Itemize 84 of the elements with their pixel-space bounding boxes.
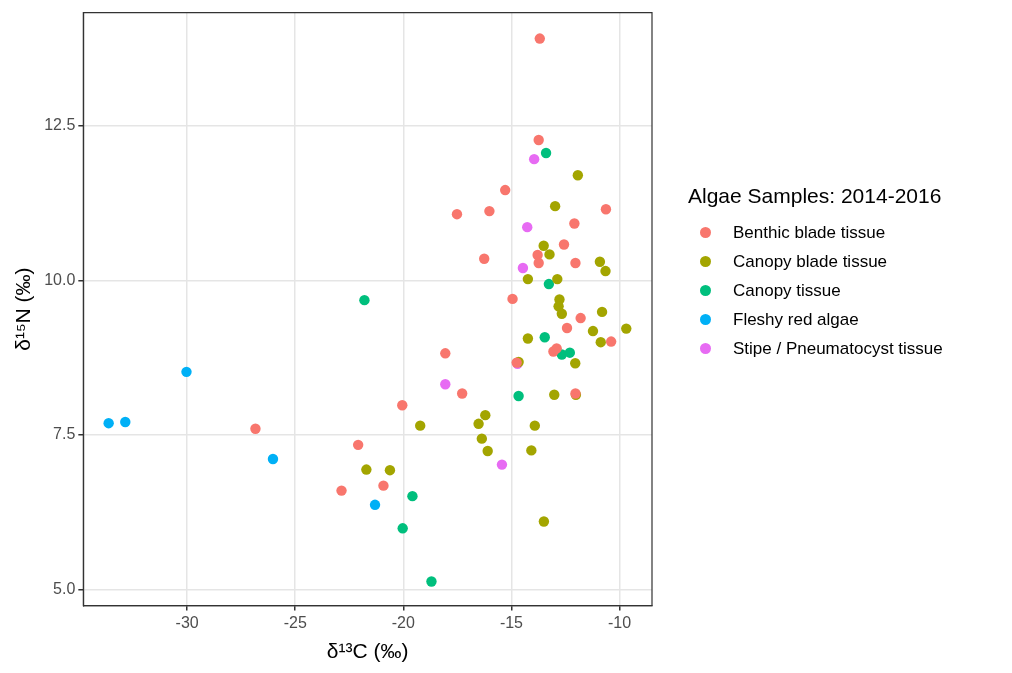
point [569,218,580,229]
y-tick-label: 10.0 [44,270,76,288]
x-tick-label: -30 [175,613,199,631]
point [397,400,408,411]
point [361,464,372,475]
point [540,147,552,159]
point [426,576,437,587]
x-tick-label: -20 [391,613,416,631]
point [572,170,584,181]
point [595,336,606,348]
point [575,312,586,324]
point [415,420,426,431]
legend-label: Benthic blade tissue [733,222,886,243]
point [539,332,550,343]
point [605,336,617,347]
point [517,262,529,274]
point [473,418,484,429]
point [594,256,606,267]
point [522,333,534,344]
x-tick-label: -15 [499,613,524,631]
point [570,257,581,269]
point [378,480,389,491]
x-tick-label: -25 [283,613,307,631]
point [533,257,544,269]
point [544,249,555,260]
point [596,306,608,318]
point [564,347,576,358]
point [543,278,555,290]
point [359,294,370,306]
point [369,499,381,511]
point [456,388,468,399]
point [507,293,518,305]
point [522,221,533,233]
legend-label: Canopy tissue [733,280,841,301]
point [549,200,561,212]
point [556,308,568,319]
point [352,439,364,451]
point [533,134,544,146]
legend-label: Canopy blade tissue [733,251,888,272]
legend-label: Fleshy red algae [733,309,859,330]
point [522,273,534,285]
point [103,417,114,429]
point [120,416,131,428]
point [476,433,488,444]
point [181,366,192,378]
point [600,265,611,277]
point [484,205,495,217]
y-axis-title: δ¹⁵N (‰) [11,267,35,351]
point [549,389,560,400]
point [534,33,545,44]
y-tick-label: 12.5 [44,116,76,134]
point [336,485,347,496]
point [570,358,581,369]
x-tick-label: -10 [608,613,632,631]
point [397,523,408,534]
point [600,204,612,215]
point [451,208,463,220]
legend-title: Algae Samples: 2014-2016 [688,184,943,208]
point [440,348,451,359]
point [482,445,493,457]
point [384,464,396,476]
point [267,453,279,465]
legend-label: Stipe / Pneumatocyst tissue [733,338,943,359]
point [561,322,573,334]
point [496,459,508,470]
point [529,420,541,431]
point [621,323,632,334]
x-axis-title: δ¹³C (‰) [326,639,409,663]
point [538,516,550,527]
point [480,409,491,421]
point [538,240,549,251]
y-tick-label: 7.5 [53,425,76,443]
point [558,239,570,250]
point [528,153,540,165]
point [250,423,261,434]
point [552,273,563,285]
point [407,490,418,502]
point [526,445,537,456]
point [587,325,599,337]
point [499,184,511,196]
y-tick-label: 5.0 [53,579,76,597]
point [513,390,524,402]
point [440,379,451,390]
point [479,253,490,264]
